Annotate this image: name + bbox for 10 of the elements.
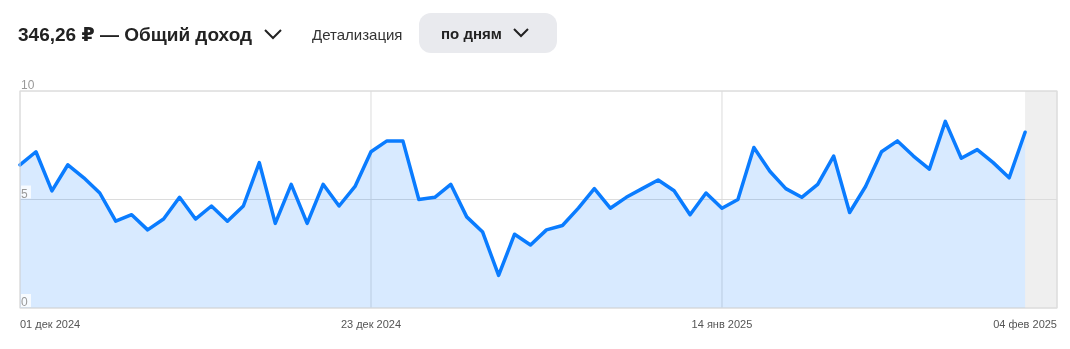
x-tick-label: 01 дек 2024 <box>20 318 81 330</box>
x-tick-label: 14 янв 2025 <box>691 318 753 330</box>
x-tick-label: 23 дек 2024 <box>340 318 402 330</box>
y-tick-label: 10 <box>21 78 35 92</box>
text: по дням <box>441 25 502 42</box>
y-tick-label: 5 <box>21 186 28 201</box>
x-tick-label: 04 фев 2025 <box>993 318 1057 330</box>
text: Детализация <box>312 26 403 43</box>
chart-title: 346,26 ₽ — Общий доход <box>18 24 253 45</box>
y-tick-label: 0 <box>21 295 28 309</box>
